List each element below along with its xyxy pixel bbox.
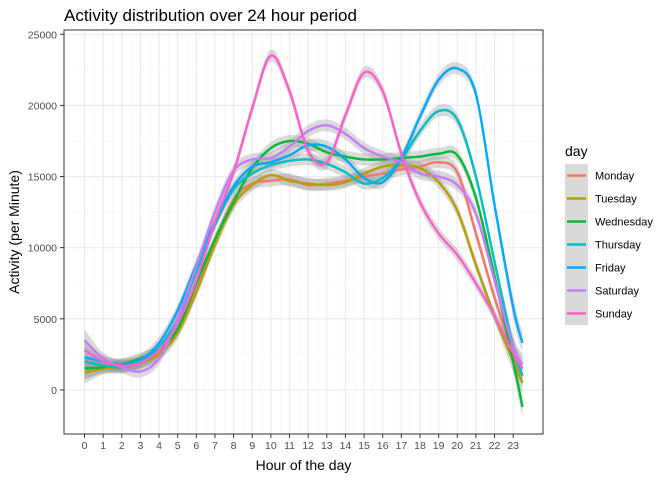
plot-panel: [64, 30, 543, 434]
x-tick-label: 4: [156, 440, 162, 452]
y-tick-label: 0: [51, 385, 57, 397]
plot-border: [63, 29, 544, 435]
legend-label-wednesday: Wednesday: [595, 217, 653, 229]
x-tick-label: 10: [265, 440, 277, 452]
series-line-saturday: [83, 124, 524, 373]
x-tick-label: 20: [451, 440, 463, 452]
x-tick-label: 13: [321, 440, 333, 452]
legend-label-friday: Friday: [595, 263, 626, 275]
x-tick-label: 23: [507, 440, 519, 452]
x-tick-label: 2: [119, 440, 125, 452]
legend-label-sunday: Sunday: [595, 309, 633, 321]
x-tick-label: 19: [433, 440, 445, 452]
x-tick-label: 9: [249, 440, 255, 452]
legend-title: day: [565, 143, 588, 159]
y-axis-ticks: 0 5000 10000 15000 20000 25000: [28, 29, 64, 397]
legend-label-saturday: Saturday: [595, 286, 640, 298]
series-lines: [83, 54, 524, 408]
legend-label-monday: Monday: [595, 171, 635, 183]
y-tick-label: 5000: [34, 314, 58, 326]
series-line-thursday: [84, 108, 524, 377]
y-tick-label: 15000: [28, 172, 57, 184]
x-tick-label: 3: [137, 440, 143, 452]
x-axis-title: Hour of the day: [256, 457, 352, 473]
x-tick-label: 22: [489, 440, 501, 452]
x-tick-label: 17: [396, 440, 408, 452]
x-tick-label: 8: [231, 440, 237, 452]
y-tick-label: 25000: [28, 29, 57, 41]
chart-title: Activity distribution over 24 hour perio…: [64, 6, 357, 25]
legend-label-thursday: Thursday: [595, 240, 641, 252]
legend: day Monday Tuesday Wednesday Thursday Friday…: [565, 143, 653, 325]
x-tick-label: 0: [82, 440, 88, 452]
x-axis-ticks: 0 1 2 3 4 5 6 7 8 9 10 11 12 13 14 15 16 17 18 19 20 21 22 23: [82, 434, 519, 452]
x-tick-label: 18: [414, 440, 426, 452]
x-tick-label: 5: [175, 440, 181, 452]
y-tick-label: 20000: [28, 100, 57, 112]
y-axis-title: Activity (per Minute): [6, 170, 22, 294]
x-tick-label: 12: [302, 440, 314, 452]
y-tick-label: 10000: [28, 243, 57, 255]
legend-label-tuesday: Tuesday: [595, 194, 637, 206]
series-line-sunday: [83, 54, 524, 370]
x-tick-label: 16: [377, 440, 389, 452]
series-line-tuesday: [84, 163, 524, 384]
x-tick-label: 21: [470, 440, 482, 452]
x-tick-label: 6: [193, 440, 199, 452]
x-tick-label: 14: [340, 440, 352, 452]
x-tick-label: 15: [358, 440, 370, 452]
series-line-friday: [84, 66, 524, 366]
x-tick-label: 11: [284, 440, 295, 452]
x-tick-label: 7: [212, 440, 218, 452]
x-tick-label: 1: [100, 440, 106, 452]
